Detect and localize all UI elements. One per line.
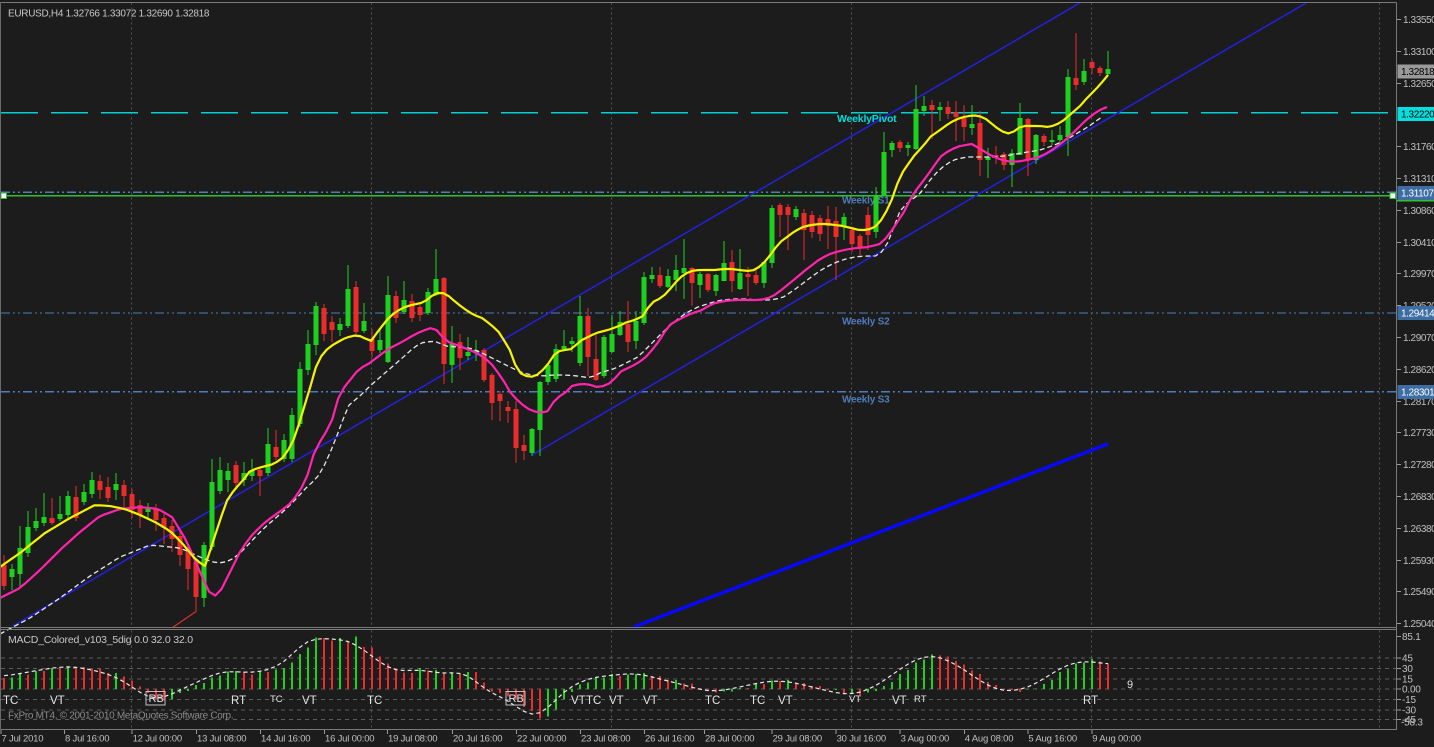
svg-text:RB: RB — [509, 693, 524, 705]
svg-text:VT: VT — [609, 695, 624, 707]
svg-text:1.31310: 1.31310 — [1403, 174, 1434, 185]
svg-text:9: 9 — [1127, 679, 1133, 691]
svg-text:VT: VT — [302, 695, 317, 707]
svg-text:23 Jul 08:00: 23 Jul 08:00 — [581, 734, 630, 745]
svg-text:TC: TC — [367, 695, 382, 707]
svg-text:1.26380: 1.26380 — [1403, 524, 1434, 535]
svg-text:1.25930: 1.25930 — [1403, 556, 1434, 567]
svg-text:30: 30 — [1402, 664, 1413, 675]
svg-text:WeeklyPivot: WeeklyPivot — [837, 113, 897, 125]
svg-text:0.00: 0.00 — [1402, 685, 1421, 696]
svg-text:MACD_Colored_v103_5dig 0.0 32.: MACD_Colored_v103_5dig 0.0 32.0 32.0 — [8, 634, 193, 646]
svg-text:VT: VT — [849, 694, 861, 705]
svg-text:VT: VT — [571, 695, 586, 707]
svg-text:1.33550: 1.33550 — [1403, 15, 1434, 26]
svg-text:26 Jul 16:00: 26 Jul 16:00 — [645, 734, 694, 745]
svg-text:VT: VT — [892, 695, 907, 707]
svg-text:FxPro MT4, © 2001-2010 MetaQuo: FxPro MT4, © 2001-2010 MetaQuotes Softwa… — [8, 711, 233, 722]
svg-text:VT: VT — [778, 695, 793, 707]
svg-text:8 Jul 16:00: 8 Jul 16:00 — [65, 734, 109, 745]
svg-text:-30: -30 — [1402, 705, 1416, 716]
svg-text:9 Aug 00:00: 9 Aug 00:00 — [1092, 734, 1141, 745]
svg-text:1.29970: 1.29970 — [1403, 269, 1434, 280]
svg-text:3 Aug 00:00: 3 Aug 00:00 — [901, 734, 950, 745]
svg-text:-58.3: -58.3 — [1401, 718, 1423, 729]
svg-text:1.30410: 1.30410 — [1403, 238, 1434, 249]
svg-text:RT: RT — [231, 695, 246, 707]
svg-text:1.27280: 1.27280 — [1403, 460, 1434, 471]
svg-text:1.31760: 1.31760 — [1403, 142, 1434, 153]
svg-text:16 Jul 00:00: 16 Jul 00:00 — [325, 734, 374, 745]
svg-text:TC: TC — [270, 694, 283, 705]
svg-text:RT: RT — [1083, 695, 1098, 707]
svg-text:TC: TC — [586, 695, 601, 707]
svg-text:1.28620: 1.28620 — [1403, 365, 1434, 376]
svg-text:EURUSD,H4 1.32766 1.33072 1.3: EURUSD,H4 1.32766 1.33072 1.32690 1.3281… — [8, 9, 210, 20]
svg-text:Weekly S3: Weekly S3 — [842, 395, 890, 406]
svg-text:13 Jul 08:00: 13 Jul 08:00 — [197, 734, 246, 745]
svg-text:14 Jul 16:00: 14 Jul 16:00 — [261, 734, 310, 745]
svg-text:RB: RB — [149, 693, 164, 705]
svg-text:45: 45 — [1402, 654, 1413, 665]
svg-text:12 Jul 00:00: 12 Jul 00:00 — [133, 734, 182, 745]
svg-text:15: 15 — [1402, 675, 1413, 686]
svg-text:1.26830: 1.26830 — [1403, 492, 1434, 503]
svg-text:1.30860: 1.30860 — [1403, 206, 1434, 217]
svg-text:1.32818: 1.32818 — [1401, 67, 1434, 78]
svg-text:TC: TC — [3, 695, 18, 707]
svg-text:1.28301: 1.28301 — [1401, 388, 1434, 399]
svg-text:1.31107: 1.31107 — [1401, 189, 1434, 200]
svg-text:RT: RT — [914, 694, 927, 705]
svg-text:7 Jul 2010: 7 Jul 2010 — [2, 734, 44, 745]
svg-text:-15: -15 — [1402, 695, 1416, 706]
svg-text:1.28170: 1.28170 — [1403, 397, 1434, 408]
svg-text:5 Aug 16:00: 5 Aug 16:00 — [1028, 734, 1077, 745]
svg-text:VT: VT — [50, 695, 65, 707]
svg-text:1.25040: 1.25040 — [1403, 619, 1434, 630]
svg-text:28 Jul 00:00: 28 Jul 00:00 — [705, 734, 754, 745]
svg-text:22 Jul 00:00: 22 Jul 00:00 — [517, 734, 566, 745]
svg-text:Weekly S1: Weekly S1 — [842, 196, 890, 207]
svg-text:1.25490: 1.25490 — [1403, 587, 1434, 598]
svg-text:30 Jul 16:00: 30 Jul 16:00 — [837, 734, 886, 745]
svg-text:TC: TC — [750, 695, 765, 707]
svg-text:29 Jul 08:00: 29 Jul 08:00 — [773, 734, 822, 745]
svg-text:20 Jul 16:00: 20 Jul 16:00 — [453, 734, 502, 745]
svg-text:1.29070: 1.29070 — [1403, 333, 1434, 344]
svg-text:4 Aug 08:00: 4 Aug 08:00 — [965, 734, 1014, 745]
svg-text:85.1: 85.1 — [1402, 632, 1421, 643]
svg-text:1.29414: 1.29414 — [1401, 309, 1434, 320]
svg-text:1.27730: 1.27730 — [1403, 428, 1434, 439]
svg-text:VT: VT — [643, 695, 658, 707]
svg-text:Weekly S2: Weekly S2 — [842, 317, 890, 328]
svg-text:-45: -45 — [1402, 715, 1416, 726]
svg-text:1.32650: 1.32650 — [1403, 79, 1434, 90]
svg-text:19 Jul 08:00: 19 Jul 08:00 — [388, 734, 437, 745]
svg-text:1.33100: 1.33100 — [1403, 47, 1434, 58]
svg-text:1.32220: 1.32220 — [1401, 110, 1434, 121]
svg-text:TC: TC — [705, 695, 720, 707]
